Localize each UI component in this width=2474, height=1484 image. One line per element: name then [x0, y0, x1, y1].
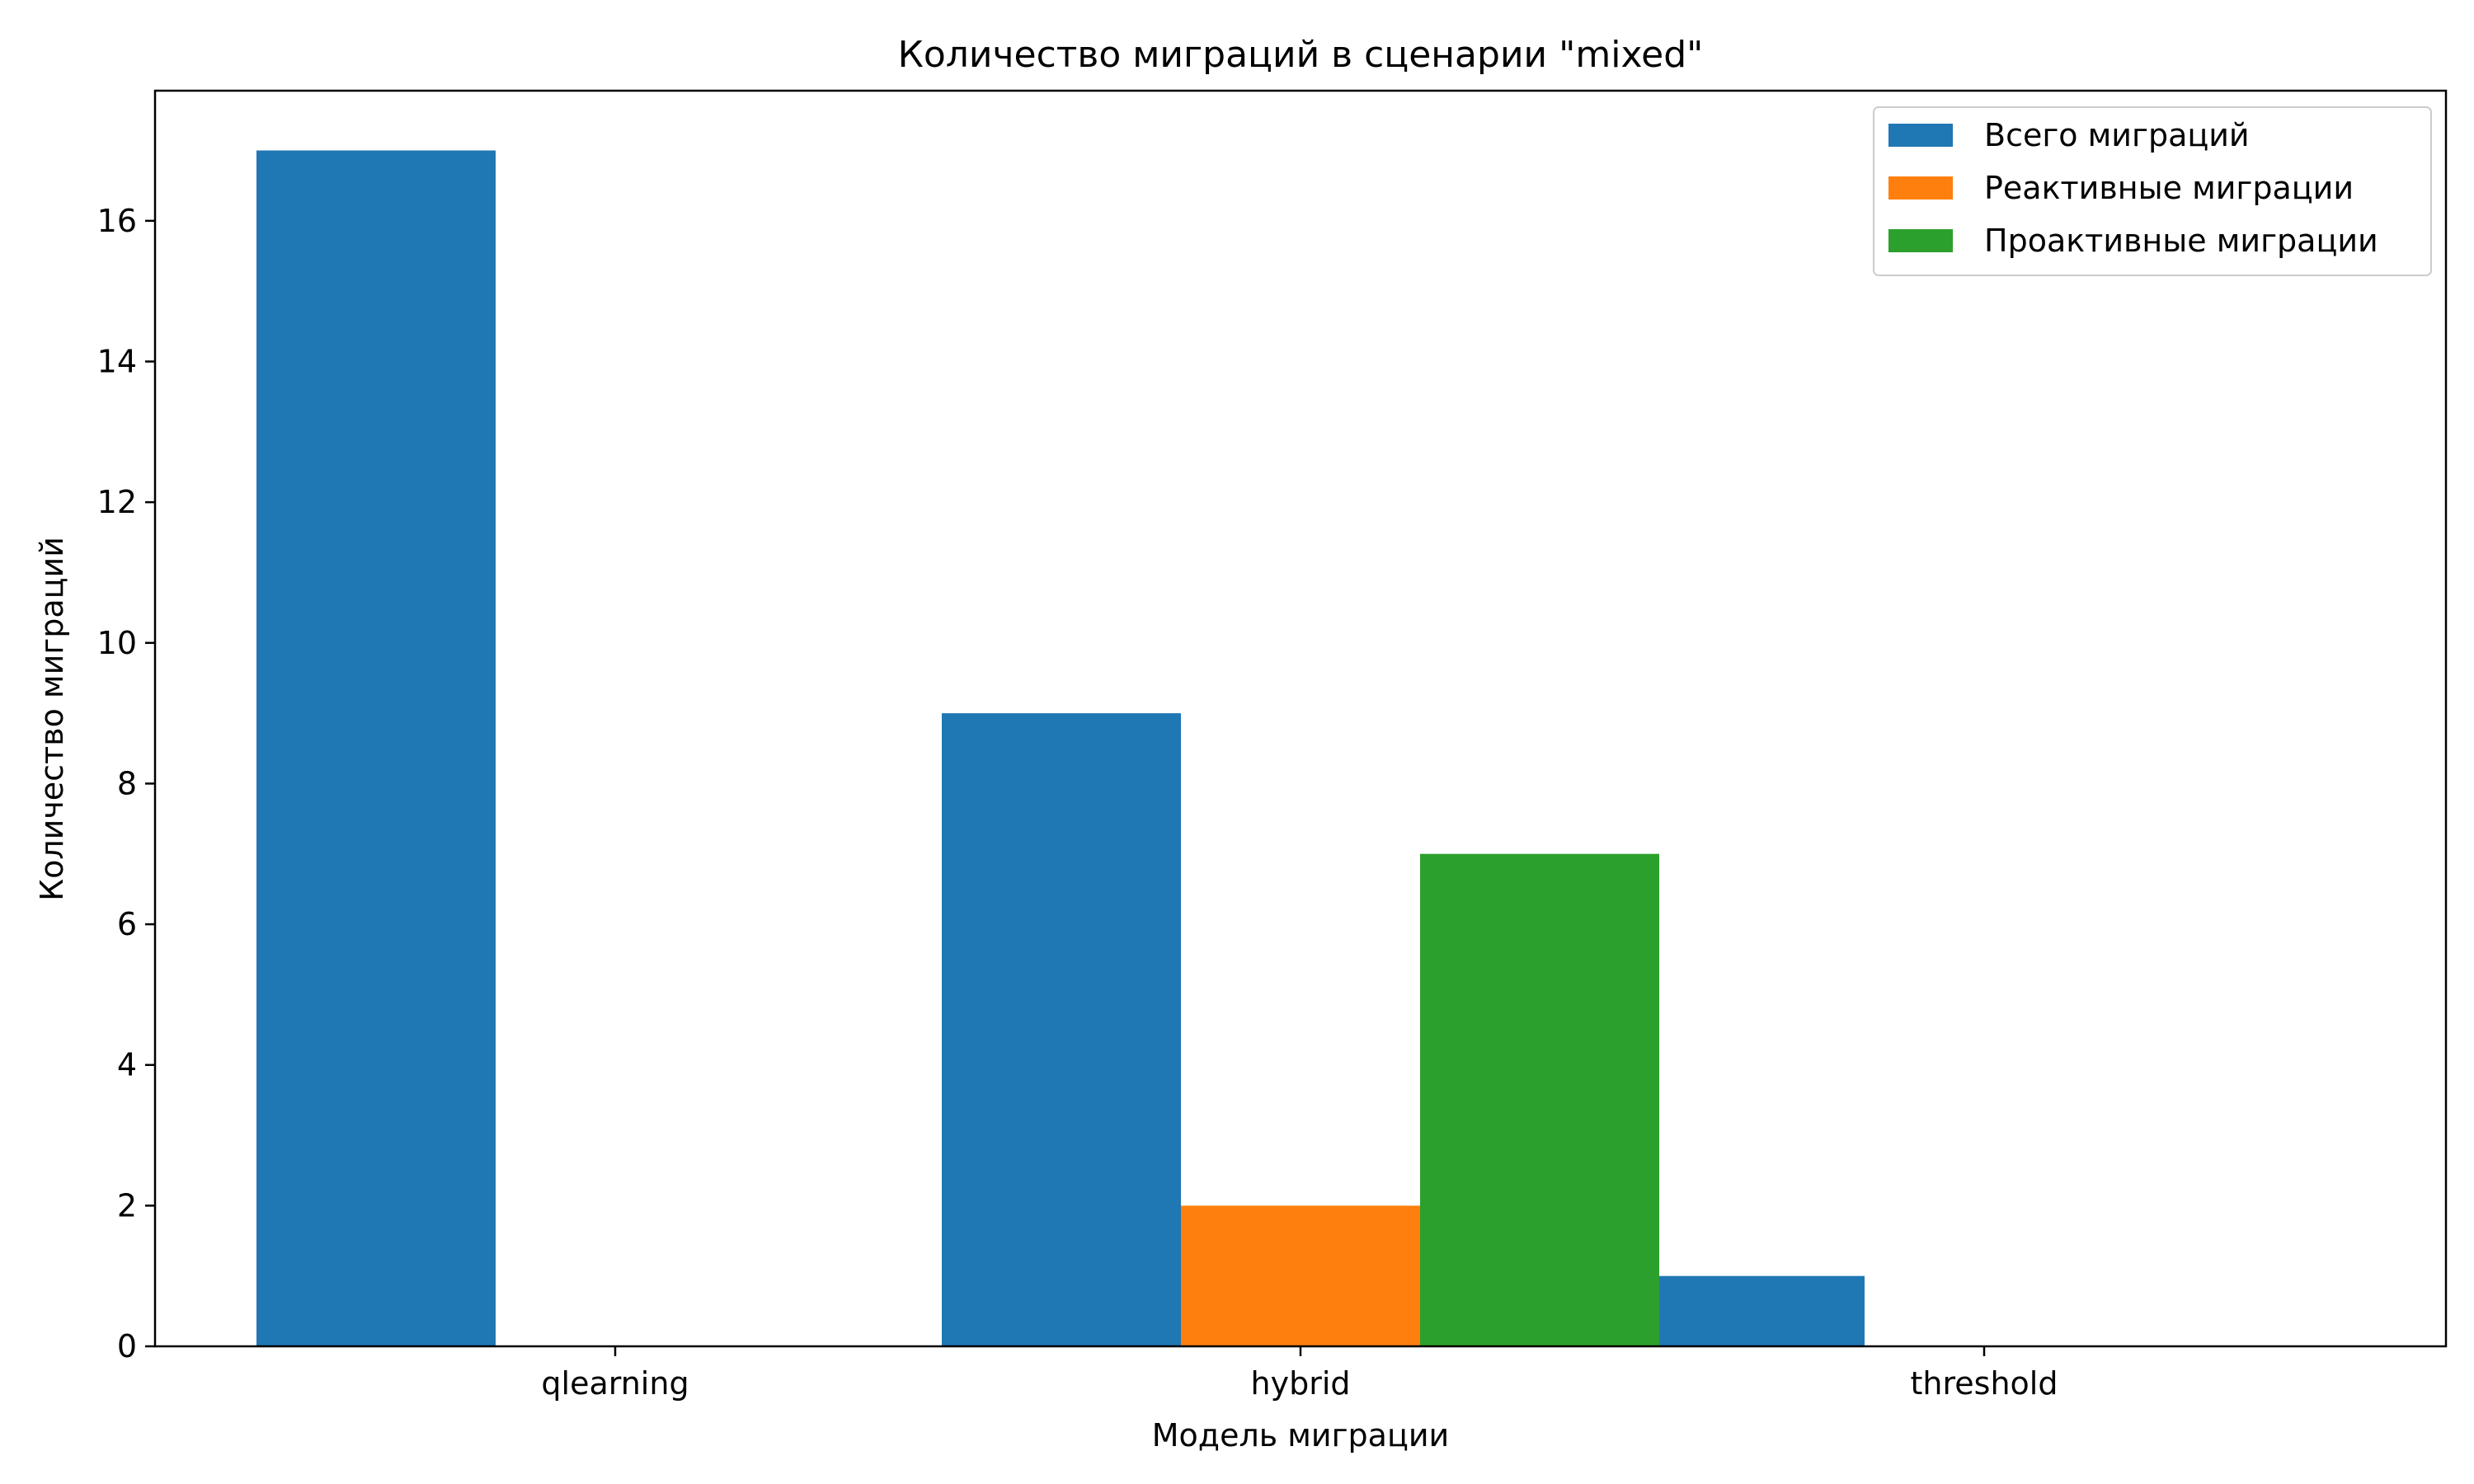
y-tick-label: 0 — [117, 1328, 137, 1364]
bar-hybrid-series-1 — [1181, 1205, 1420, 1346]
plot-frame — [153, 89, 2448, 1348]
x-tick-label-threshold: threshold — [1911, 1365, 2058, 1402]
legend-box — [1873, 106, 2432, 276]
legend-swatch-0 — [1888, 124, 1953, 147]
bar-hybrid-series-0 — [942, 713, 1181, 1346]
chart-title: Количество миграций в сценарии "mixed" — [898, 34, 1704, 76]
y-tick-label: 8 — [117, 765, 137, 801]
legend: Всего миграций Реактивные миграции Проакти… — [1873, 106, 2432, 276]
legend-label-0: Всего миграций — [1984, 117, 2250, 153]
x-axis-label: Модель миграции — [1152, 1417, 1449, 1453]
y-tick-label: 14 — [97, 343, 137, 379]
bar-threshold-series-0 — [1625, 1275, 1865, 1346]
x-tick-label-qlearning: qlearning — [541, 1365, 689, 1402]
y-tick-label: 6 — [117, 906, 137, 942]
x-tick-label-hybrid: hybrid — [1251, 1365, 1351, 1402]
bar-hybrid-series-2 — [1420, 853, 1659, 1346]
legend-swatch-2 — [1888, 229, 1953, 252]
legend-swatch-1 — [1888, 176, 1953, 200]
y-tick-label: 10 — [97, 625, 137, 661]
y-tick-label: 4 — [117, 1047, 137, 1083]
y-tick-label: 12 — [97, 484, 137, 520]
bar-qlearning-series-0 — [256, 150, 496, 1346]
legend-label-2: Проактивные миграции — [1984, 223, 2378, 259]
y-tick-label: 2 — [117, 1187, 137, 1223]
axes-layer: 0 2 4 6 8 10 12 14 16 qlearning hybrid threshold — [97, 89, 2448, 1402]
y-axis-label: Количество миграций — [34, 537, 70, 901]
bars-layer — [256, 150, 1865, 1346]
y-tick-label: 16 — [97, 203, 137, 239]
legend-label-1: Реактивные миграции — [1984, 170, 2354, 206]
